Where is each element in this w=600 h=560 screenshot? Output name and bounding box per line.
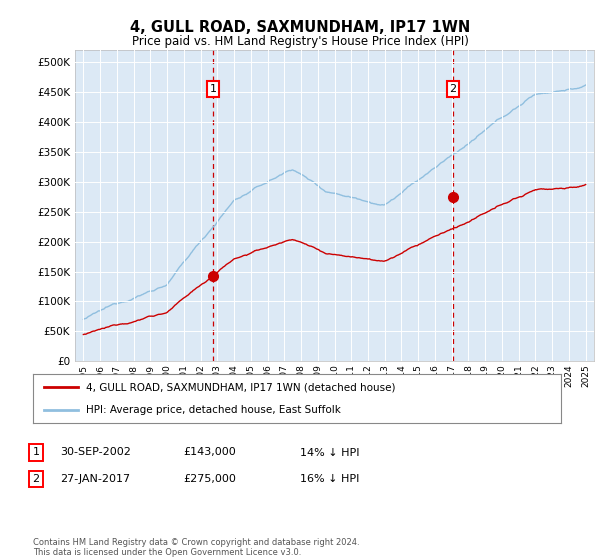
Text: Contains HM Land Registry data © Crown copyright and database right 2024.
This d: Contains HM Land Registry data © Crown c…	[33, 538, 359, 557]
Text: 4, GULL ROAD, SAXMUNDHAM, IP17 1WN: 4, GULL ROAD, SAXMUNDHAM, IP17 1WN	[130, 20, 470, 35]
Text: 14% ↓ HPI: 14% ↓ HPI	[300, 447, 359, 458]
Text: £275,000: £275,000	[183, 474, 236, 484]
Text: 2: 2	[449, 84, 457, 94]
Text: Price paid vs. HM Land Registry's House Price Index (HPI): Price paid vs. HM Land Registry's House …	[131, 35, 469, 48]
Text: 1: 1	[32, 447, 40, 458]
Text: 16% ↓ HPI: 16% ↓ HPI	[300, 474, 359, 484]
Text: 2: 2	[32, 474, 40, 484]
Text: 4, GULL ROAD, SAXMUNDHAM, IP17 1WN (detached house): 4, GULL ROAD, SAXMUNDHAM, IP17 1WN (deta…	[86, 382, 395, 393]
Text: HPI: Average price, detached house, East Suffolk: HPI: Average price, detached house, East…	[86, 405, 341, 416]
Text: 1: 1	[209, 84, 217, 94]
Text: £143,000: £143,000	[183, 447, 236, 458]
Text: 30-SEP-2002: 30-SEP-2002	[60, 447, 131, 458]
Text: 27-JAN-2017: 27-JAN-2017	[60, 474, 130, 484]
